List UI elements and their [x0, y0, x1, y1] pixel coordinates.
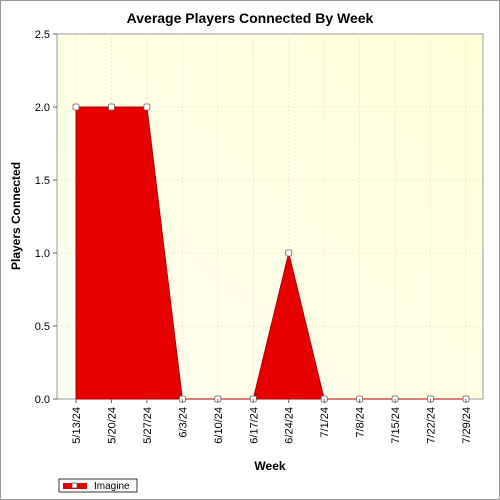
x-tick-label: 7/15/24 [390, 407, 402, 444]
x-tick-label: 7/1/24 [319, 407, 331, 438]
x-tick-label: 7/29/24 [461, 407, 473, 444]
x-tick-label: 5/20/24 [106, 407, 118, 444]
x-tick-label: 6/24/24 [284, 407, 296, 444]
y-axis-label: Players Connected [9, 162, 23, 270]
data-point-marker [72, 103, 80, 111]
chart-title: Average Players Connected By Week [127, 10, 374, 26]
x-axis-ticks: 5/13/24 5/20/24 5/27/24 6/3/24 6/10/24 6/17/2… [71, 399, 473, 444]
y-tick-label: 1.5 [35, 175, 50, 187]
y-tick-label: 2.0 [35, 102, 50, 114]
x-tick-label: 6/17/24 [248, 407, 260, 444]
y-tick-label: 2.5 [35, 29, 50, 41]
legend-label: Imagine [94, 481, 130, 492]
x-tick-label: 6/10/24 [213, 407, 225, 444]
x-tick-label: 5/27/24 [142, 407, 154, 444]
y-tick-label: 1.0 [35, 248, 50, 260]
data-point-marker [285, 249, 293, 257]
x-tick-label: 6/3/24 [177, 407, 189, 438]
series-area [75, 106, 466, 400]
x-tick-label: 5/13/24 [71, 407, 83, 444]
data-point-marker [108, 103, 115, 111]
y-tick-label: 0.0 [35, 394, 50, 406]
x-tick-label: 7/22/24 [426, 407, 438, 444]
x-tick-label: 7/8/24 [355, 407, 367, 438]
x-axis-label: Week [254, 459, 285, 473]
series-layer [72, 103, 470, 403]
legend-marker [71, 482, 78, 489]
y-tick-label: 0.5 [35, 321, 50, 333]
legend: Imagine [58, 478, 138, 493]
data-point-marker [143, 103, 151, 111]
y-axis-ticks: 0.0 0.5 1.0 1.5 2.0 2.5 [35, 29, 57, 406]
